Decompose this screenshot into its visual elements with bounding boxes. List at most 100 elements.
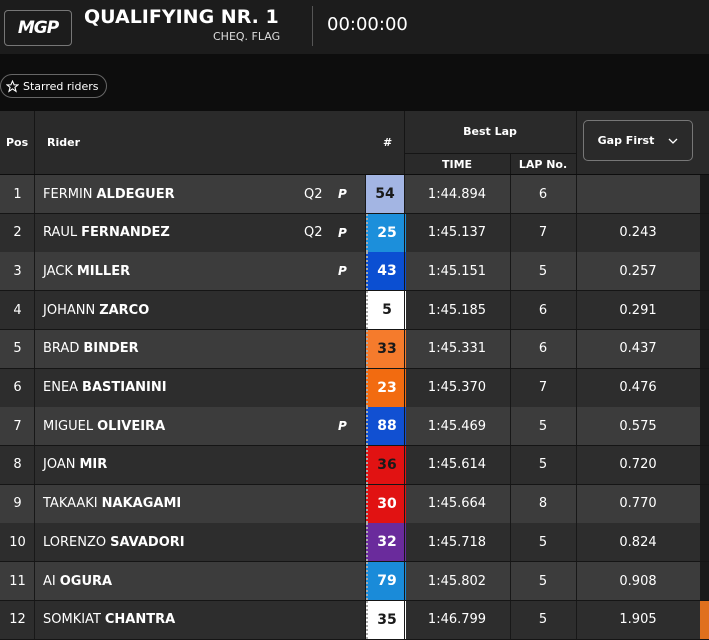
last-name: ALDEGUER — [96, 186, 175, 202]
starred-button[interactable]: Starred riders — [0, 74, 108, 98]
separator — [312, 6, 313, 46]
divider — [576, 368, 577, 407]
pit-icon: P — [338, 419, 347, 434]
divider — [404, 329, 405, 368]
time-cell: 1:45.718 — [427, 534, 487, 550]
divider — [510, 175, 511, 213]
lap-cell: 6 — [538, 302, 548, 318]
time-cell: 1:45.185 — [427, 302, 487, 318]
star-icon — [6, 80, 19, 93]
first-name: SOMKIAT — [43, 612, 101, 628]
lap-cell: 5 — [538, 573, 548, 589]
last-name: OGURA — [59, 573, 113, 589]
rider-row[interactable]: 4 JOHANN ZARCO 5 1:45.185 6 0.291 — [0, 291, 709, 331]
rider-number: 25 — [366, 213, 406, 252]
position: 4 — [13, 302, 22, 318]
rider-row[interactable]: 9 TAKAAKI NAKAGAMI 30 1:45.664 8 0.770 — [0, 484, 709, 524]
rider-row[interactable]: 8 JOAN MIR 36 1:45.614 5 0.720 — [0, 445, 709, 485]
rider-name: MIGUEL OLIVEIRA — [43, 407, 165, 445]
divider — [365, 600, 366, 639]
edge-strip — [700, 562, 709, 600]
chevron — [668, 138, 678, 144]
logo[interactable]: MGP — [4, 10, 72, 46]
position: 10 — [9, 534, 26, 550]
gap-cell: 0.824 — [619, 534, 657, 550]
lap-header: LAP No. — [518, 157, 568, 171]
rider-number: 30 — [366, 484, 406, 523]
edge-strip — [700, 329, 709, 368]
divider — [576, 175, 577, 213]
divider — [576, 252, 577, 291]
edge-strip — [700, 291, 709, 330]
time-cell: 1:44.894 — [427, 186, 487, 202]
edge-strip — [700, 175, 709, 213]
divider — [404, 153, 576, 154]
rider-number: 5 — [366, 291, 406, 330]
rider-row[interactable]: 5 BRAD BINDER 33 1:45.331 6 0.437 — [0, 329, 709, 369]
rider-number: 36 — [366, 445, 406, 484]
time-cell: 1:45.802 — [427, 573, 487, 589]
divider — [510, 407, 511, 446]
gap-cell: 0.575 — [619, 418, 657, 434]
divider — [404, 368, 405, 407]
divider — [576, 407, 577, 446]
first-name: TAKAAKI — [43, 496, 98, 512]
gap-cell: 0.243 — [619, 225, 657, 241]
rider-row[interactable]: 7 MIGUEL OLIVEIRA P 88 1:45.469 5 0.575 — [0, 407, 709, 447]
rider-name: FERMIN ALDEGUER — [43, 175, 175, 213]
first-name: JOHANN — [43, 302, 96, 318]
gap-cell: 0.908 — [619, 573, 657, 589]
rider-row[interactable]: 10 LORENZO SAVADORI 32 1:45.718 5 0.824 — [0, 523, 709, 563]
last-name: OLIVEIRA — [97, 418, 166, 434]
divider — [404, 484, 405, 523]
rider-row[interactable]: 6 ENEA BASTIANINI 23 1:45.370 7 0.476 — [0, 368, 709, 408]
edge-strip — [700, 523, 709, 562]
divider — [576, 213, 577, 252]
rider-row[interactable]: 12 SOMKIAT CHANTRA 35 1:46.799 5 1.905 — [0, 600, 709, 640]
divider — [404, 407, 405, 446]
rider-number: 88 — [366, 407, 406, 446]
divider — [510, 368, 511, 407]
first-name: AI — [43, 573, 56, 589]
rider-row[interactable]: 1 FERMIN ALDEGUER Q2 P 54 1:44.894 6 — [0, 175, 709, 214]
position: 3 — [13, 263, 22, 279]
divider — [34, 600, 35, 639]
position: 6 — [13, 380, 22, 395]
rider-name: BRAD BINDER — [43, 330, 139, 368]
rider-name: LORENZO SAVADORI — [43, 523, 185, 561]
divider — [34, 175, 35, 213]
divider — [576, 291, 577, 330]
last-name: MIR — [79, 457, 108, 473]
gap-cell: 0.720 — [619, 457, 657, 473]
lap-cell: 6 — [538, 341, 548, 357]
divider — [510, 291, 511, 330]
rider-row[interactable]: 11 AI OGURA 79 1:45.802 5 0.908 — [0, 562, 709, 601]
first-name: JOAN — [43, 457, 76, 473]
divider — [404, 291, 405, 330]
divider — [404, 562, 405, 600]
divider — [404, 445, 405, 484]
time-header: TIME — [441, 157, 473, 171]
pit-icon: P — [338, 187, 347, 201]
rider-number: 43 — [366, 252, 406, 291]
gap-cell: 0.291 — [619, 302, 657, 318]
top-bar — [0, 0, 709, 54]
edge-strip — [700, 600, 709, 639]
time-cell: 1:45.469 — [427, 418, 487, 434]
rider-number: 79 — [366, 562, 406, 600]
first-name: BRAD — [43, 341, 80, 357]
rider-name: ENEA BASTIANINI — [43, 369, 167, 407]
rider-row[interactable]: 3 JACK MILLER P 43 1:45.151 5 0.257 — [0, 252, 709, 292]
gap-dropdown[interactable]: Gap First — [583, 120, 693, 161]
rider-row[interactable]: 2 RAUL FERNANDEZ Q2 P 25 1:45.137 7 0.243 — [0, 213, 709, 253]
lap-cell: 6 — [538, 186, 548, 202]
edge-strip — [700, 407, 709, 446]
time-cell: 1:45.664 — [427, 496, 487, 512]
time-cell: 1:46.799 — [427, 612, 487, 628]
gap-header: Gap First — [597, 134, 655, 147]
divider — [510, 329, 511, 368]
position: 11 — [9, 573, 26, 589]
divider — [404, 175, 405, 213]
time-cell: 1:45.137 — [427, 225, 487, 241]
